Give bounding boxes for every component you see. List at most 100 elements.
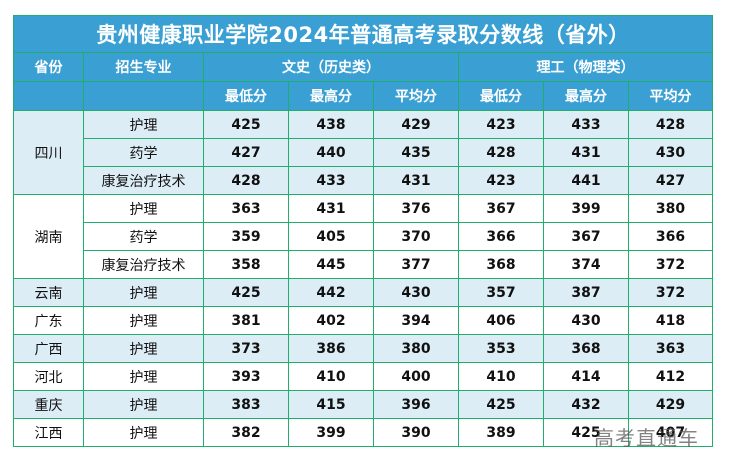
score-cell-l-min: 406 (458, 306, 544, 335)
score-cell-w-min: 373 (203, 334, 289, 363)
score-cell-w-max: 445 (288, 250, 374, 279)
score-cell-w-max: 410 (288, 362, 374, 391)
table-row: 云南 护理 425 442 430 357 387 372 (13, 278, 713, 307)
header-wenshi-max: 最高分 (288, 81, 374, 111)
major-cell: 护理 (83, 194, 204, 223)
score-cell-l-avg: 429 (628, 390, 713, 419)
admission-score-table: 贵州健康职业学院2024年普通高考录取分数线（省外） 省份 招生专业 文史（历史… (13, 15, 713, 447)
header-wenshi-avg: 平均分 (373, 81, 459, 111)
table-row: 康复治疗技术 428 433 431 423 441 427 (14, 166, 713, 195)
score-cell-w-min: 363 (203, 194, 289, 223)
score-cell-l-avg: 427 (628, 166, 713, 195)
score-cell-w-max: 440 (288, 138, 374, 167)
score-cell-w-min: 359 (203, 222, 289, 251)
province-cell: 河北 (13, 362, 84, 391)
score-cell-l-min: 423 (458, 166, 544, 195)
score-cell-w-min: 393 (203, 362, 289, 391)
score-cell-l-max: 425 (543, 418, 629, 447)
score-cell-l-min: 410 (458, 362, 544, 391)
score-cell-w-max: 405 (288, 222, 374, 251)
score-cell-l-max: 441 (543, 166, 629, 195)
score-cell-l-max: 433 (543, 110, 629, 139)
score-cell-l-min: 366 (458, 222, 544, 251)
header-empty-major (83, 81, 204, 111)
score-cell-l-max: 374 (543, 250, 629, 279)
score-cell-w-min: 382 (203, 418, 289, 447)
score-cell-l-avg: 407 (628, 418, 713, 447)
header-major: 招生专业 (83, 52, 204, 82)
province-cell: 江西 (13, 418, 84, 447)
score-cell-w-avg: 394 (373, 306, 459, 335)
score-cell-l-avg: 372 (628, 278, 713, 307)
table-row: 重庆 护理 383 415 396 425 432 429 (13, 390, 713, 419)
score-cell-l-min: 423 (458, 110, 544, 139)
province-cell: 广西 (13, 334, 84, 363)
score-cell-l-avg: 372 (628, 250, 713, 279)
province-cell: 云南 (13, 278, 84, 307)
table-row: 药学 359 405 370 366 367 366 (14, 222, 713, 251)
score-cell-w-avg: 396 (373, 390, 459, 419)
score-cell-l-max: 414 (543, 362, 629, 391)
major-cell: 护理 (83, 110, 204, 139)
province-cell: 广东 (13, 306, 84, 335)
score-cell-l-avg: 428 (628, 110, 713, 139)
major-cell: 护理 (83, 306, 204, 335)
score-cell-l-max: 368 (543, 334, 629, 363)
score-cell-w-max: 438 (288, 110, 374, 139)
score-cell-w-max: 431 (288, 194, 374, 223)
score-cell-w-max: 399 (288, 418, 374, 447)
header-group-ligong: 理工（物理类） (458, 52, 713, 82)
table-row: 药学 427 440 435 428 431 430 (14, 138, 713, 167)
score-cell-l-min: 353 (458, 334, 544, 363)
major-cell: 护理 (83, 418, 204, 447)
score-cell-w-avg: 377 (373, 250, 459, 279)
header-empty-province (13, 81, 84, 111)
score-cell-w-min: 381 (203, 306, 289, 335)
score-cell-w-min: 383 (203, 390, 289, 419)
score-cell-l-min: 367 (458, 194, 544, 223)
score-cell-w-avg: 390 (373, 418, 459, 447)
table-row: 康复治疗技术 358 445 377 368 374 372 (14, 250, 713, 279)
score-cell-w-avg: 431 (373, 166, 459, 195)
score-cell-w-avg: 380 (373, 334, 459, 363)
major-cell: 护理 (83, 390, 204, 419)
score-cell-w-avg: 435 (373, 138, 459, 167)
score-cell-l-avg: 380 (628, 194, 713, 223)
table-row: 江西 护理 382 399 390 389 425 407 (13, 418, 713, 447)
score-cell-w-avg: 429 (373, 110, 459, 139)
score-cell-w-min: 425 (203, 110, 289, 139)
score-cell-l-min: 389 (458, 418, 544, 447)
score-cell-w-min: 358 (203, 250, 289, 279)
major-cell: 护理 (83, 278, 204, 307)
score-cell-l-avg: 430 (628, 138, 713, 167)
score-cell-w-min: 427 (203, 138, 289, 167)
score-cell-w-min: 425 (203, 278, 289, 307)
score-cell-l-min: 428 (458, 138, 544, 167)
province-cell: 重庆 (13, 390, 84, 419)
score-cell-w-avg: 430 (373, 278, 459, 307)
score-cell-l-min: 368 (458, 250, 544, 279)
score-cell-w-max: 386 (288, 334, 374, 363)
score-cell-w-max: 402 (288, 306, 374, 335)
score-cell-l-avg: 412 (628, 362, 713, 391)
score-cell-l-avg: 363 (628, 334, 713, 363)
major-cell: 药学 (83, 222, 204, 251)
province-cell: 四川 (13, 110, 84, 195)
major-cell: 护理 (83, 362, 204, 391)
header-province: 省份 (13, 52, 84, 82)
table-row: 广东 护理 381 402 394 406 430 418 (13, 306, 713, 335)
table-row: 广西 护理 373 386 380 353 368 363 (13, 334, 713, 363)
score-cell-l-max: 432 (543, 390, 629, 419)
score-cell-l-max: 431 (543, 138, 629, 167)
score-cell-l-max: 367 (543, 222, 629, 251)
table-row: 河北 护理 393 410 400 410 414 412 (13, 362, 713, 391)
major-cell: 康复治疗技术 (83, 166, 204, 195)
header-ligong-max: 最高分 (543, 81, 629, 111)
major-cell: 护理 (83, 334, 204, 363)
table-row: 湖南 护理 363 431 376 367 399 380 (13, 194, 713, 279)
table-row: 四川 护理 425 438 429 423 433 428 (13, 110, 713, 195)
score-cell-w-avg: 376 (373, 194, 459, 223)
score-cell-l-max: 430 (543, 306, 629, 335)
score-cell-w-max: 433 (288, 166, 374, 195)
score-cell-w-avg: 400 (373, 362, 459, 391)
